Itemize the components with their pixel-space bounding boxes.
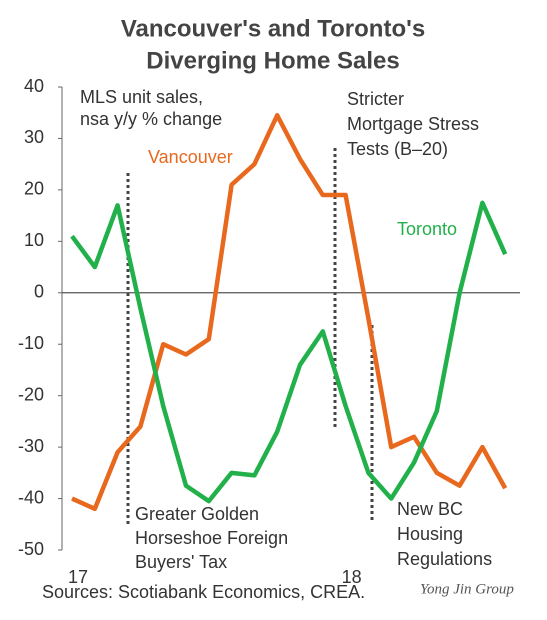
series-label: Toronto — [397, 219, 457, 239]
y-tick-label: 10 — [24, 230, 44, 250]
y-tick-label: 40 — [24, 76, 44, 96]
x-tick-label: 18 — [342, 567, 362, 587]
series-label: Vancouver — [148, 147, 233, 167]
y-tick-label: -10 — [18, 333, 44, 353]
source: Sources: Scotiabank Economics, CREA. — [42, 582, 365, 602]
annotation: Regulations — [397, 549, 492, 569]
y-tick-label: 30 — [24, 127, 44, 147]
y-tick-label: -50 — [18, 539, 44, 559]
annotation: Buyers' Tax — [135, 552, 227, 572]
series-line — [71, 113, 508, 512]
y-tick-label: 20 — [24, 179, 44, 199]
event-lines — [126, 148, 374, 525]
chart-title: Vancouver's and Toronto's — [121, 15, 425, 42]
series-line — [70, 200, 508, 504]
annotation: Mortgage Stress — [347, 114, 479, 134]
annotation: Horseshoe Foreign — [135, 528, 288, 548]
y-tick-label: -20 — [18, 384, 44, 404]
annotation: Tests (B–20) — [347, 139, 448, 159]
watermark: Yong Jin Group — [420, 581, 514, 597]
y-tick-label: 0 — [34, 282, 44, 302]
annotation: Housing — [397, 524, 463, 544]
y-tick-label: -30 — [18, 436, 44, 456]
annotation: Stricter — [347, 89, 404, 109]
annotation: Greater Golden — [135, 504, 259, 524]
x-tick-label: 17 — [68, 567, 88, 587]
y-tick-label: -40 — [18, 487, 44, 507]
chart-title: Diverging Home Sales — [146, 47, 399, 74]
annotation: New BC — [397, 499, 463, 519]
y-axis-label: MLS unit sales, — [80, 87, 203, 107]
y-axis-label: nsa y/y % change — [80, 109, 222, 129]
